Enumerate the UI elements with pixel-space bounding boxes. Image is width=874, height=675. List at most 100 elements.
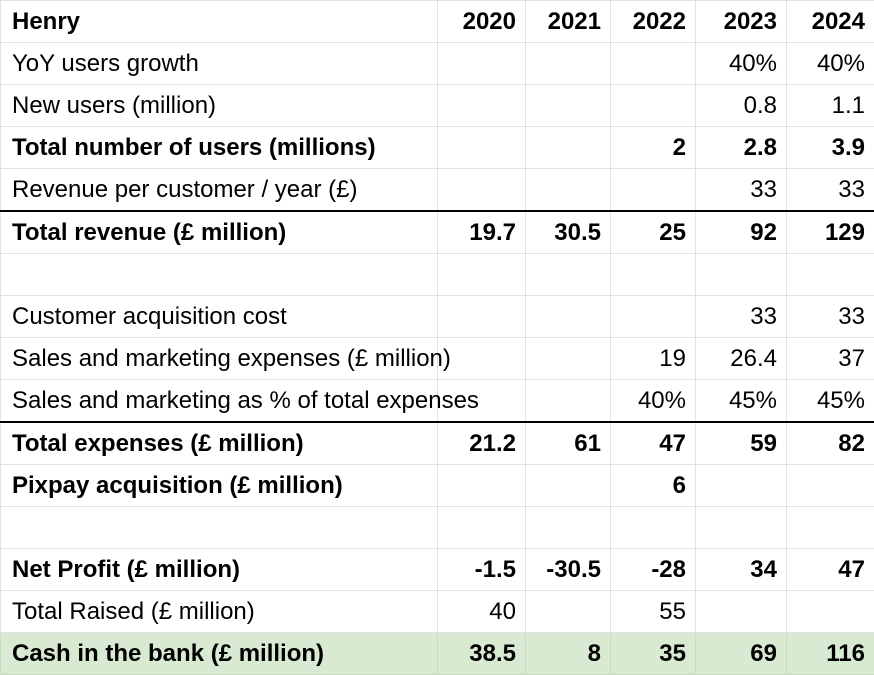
cell[interactable]	[526, 338, 611, 380]
cell[interactable]	[526, 127, 611, 169]
cell[interactable]	[611, 254, 696, 296]
cell[interactable]	[526, 43, 611, 85]
cell[interactable]: 37	[787, 338, 874, 380]
row-label[interactable]: YoY users growth	[1, 43, 438, 85]
cell[interactable]: 55	[611, 591, 696, 633]
row-label[interactable]: Revenue per customer / year (£)	[1, 169, 438, 212]
cell[interactable]	[438, 465, 526, 507]
cell[interactable]: 45%	[787, 380, 874, 423]
cell[interactable]	[787, 254, 874, 296]
cell[interactable]: 33	[787, 296, 874, 338]
cell[interactable]	[526, 591, 611, 633]
cell[interactable]	[696, 465, 787, 507]
row-sales-marketing-expenses: Sales and marketing expenses (£ million)…	[1, 338, 874, 380]
cell[interactable]	[526, 465, 611, 507]
cell[interactable]: 19	[611, 338, 696, 380]
cell[interactable]	[696, 254, 787, 296]
cell[interactable]: 61	[526, 422, 611, 465]
cell[interactable]	[526, 380, 611, 423]
row-label[interactable]	[1, 254, 438, 296]
row-label[interactable]: Total revenue (£ million)	[1, 211, 438, 254]
row-label[interactable]: New users (million)	[1, 85, 438, 127]
cell[interactable]: 34	[696, 549, 787, 591]
cell[interactable]	[526, 254, 611, 296]
year-header-2024[interactable]: 2024	[787, 1, 874, 43]
cell[interactable]	[611, 85, 696, 127]
cell[interactable]: 30.5	[526, 211, 611, 254]
cell[interactable]: 47	[787, 549, 874, 591]
cell[interactable]	[696, 591, 787, 633]
year-header-2021[interactable]: 2021	[526, 1, 611, 43]
row-label[interactable]: Sales and marketing as % of total expens…	[1, 380, 438, 423]
row-label[interactable]: Sales and marketing expenses (£ million)	[1, 338, 438, 380]
cell[interactable]: 82	[787, 422, 874, 465]
cell[interactable]: 21.2	[438, 422, 526, 465]
cell[interactable]	[787, 465, 874, 507]
row-total-users: Total number of users (millions) 2 2.8 3…	[1, 127, 874, 169]
cell[interactable]	[611, 169, 696, 212]
row-label[interactable]: Net Profit (£ million)	[1, 549, 438, 591]
cell[interactable]	[438, 254, 526, 296]
cell[interactable]: 0.8	[696, 85, 787, 127]
row-label[interactable]: Customer acquisition cost	[1, 296, 438, 338]
cell[interactable]	[438, 127, 526, 169]
cell[interactable]	[526, 507, 611, 549]
row-label[interactable]	[1, 507, 438, 549]
cell[interactable]: 25	[611, 211, 696, 254]
cell[interactable]: 2.8	[696, 127, 787, 169]
cell[interactable]: 2	[611, 127, 696, 169]
cell[interactable]	[438, 296, 526, 338]
row-label[interactable]: Pixpay acquisition (£ million)	[1, 465, 438, 507]
cell[interactable]	[438, 507, 526, 549]
cell[interactable]: 45%	[696, 380, 787, 423]
cell[interactable]	[438, 43, 526, 85]
cell[interactable]: 116	[787, 633, 874, 675]
cell[interactable]: 69	[696, 633, 787, 675]
year-header-2022[interactable]: 2022	[611, 1, 696, 43]
cell[interactable]: 47	[611, 422, 696, 465]
cell[interactable]: 35	[611, 633, 696, 675]
cell[interactable]: -28	[611, 549, 696, 591]
cell[interactable]: 6	[611, 465, 696, 507]
row-yoy-users-growth: YoY users growth 40% 40%	[1, 43, 874, 85]
cell[interactable]: 40	[438, 591, 526, 633]
cell[interactable]	[526, 169, 611, 212]
cell[interactable]	[787, 507, 874, 549]
row-label[interactable]: Total number of users (millions)	[1, 127, 438, 169]
row-empty	[1, 507, 874, 549]
cell[interactable]: 92	[696, 211, 787, 254]
row-label[interactable]: Cash in the bank (£ million)	[1, 633, 438, 675]
cell[interactable]: 19.7	[438, 211, 526, 254]
cell[interactable]: 40%	[611, 380, 696, 423]
cell[interactable]	[787, 591, 874, 633]
cell[interactable]: 33	[787, 169, 874, 212]
cell[interactable]	[696, 507, 787, 549]
row-pixpay-acquisition: Pixpay acquisition (£ million) 6	[1, 465, 874, 507]
cell[interactable]	[526, 85, 611, 127]
year-header-2023[interactable]: 2023	[696, 1, 787, 43]
cell[interactable]: -1.5	[438, 549, 526, 591]
cell[interactable]: 38.5	[438, 633, 526, 675]
cell[interactable]: 59	[696, 422, 787, 465]
year-header-2020[interactable]: 2020	[438, 1, 526, 43]
cell[interactable]: 3.9	[787, 127, 874, 169]
cell[interactable]: 40%	[696, 43, 787, 85]
cell[interactable]: 40%	[787, 43, 874, 85]
cell[interactable]: -30.5	[526, 549, 611, 591]
cell[interactable]	[611, 296, 696, 338]
cell[interactable]	[526, 296, 611, 338]
cell[interactable]: 33	[696, 296, 787, 338]
cell[interactable]: 26.4	[696, 338, 787, 380]
sheet-title[interactable]: Henry	[1, 1, 438, 43]
cell[interactable]: 129	[787, 211, 874, 254]
row-label[interactable]: Total Raised (£ million)	[1, 591, 438, 633]
cell[interactable]	[611, 507, 696, 549]
cell[interactable]	[438, 169, 526, 212]
cell[interactable]: 33	[696, 169, 787, 212]
cell[interactable]	[611, 43, 696, 85]
cell[interactable]: 8	[526, 633, 611, 675]
row-label[interactable]: Total expenses (£ million)	[1, 422, 438, 465]
cell[interactable]: 1.1	[787, 85, 874, 127]
cell[interactable]	[438, 85, 526, 127]
